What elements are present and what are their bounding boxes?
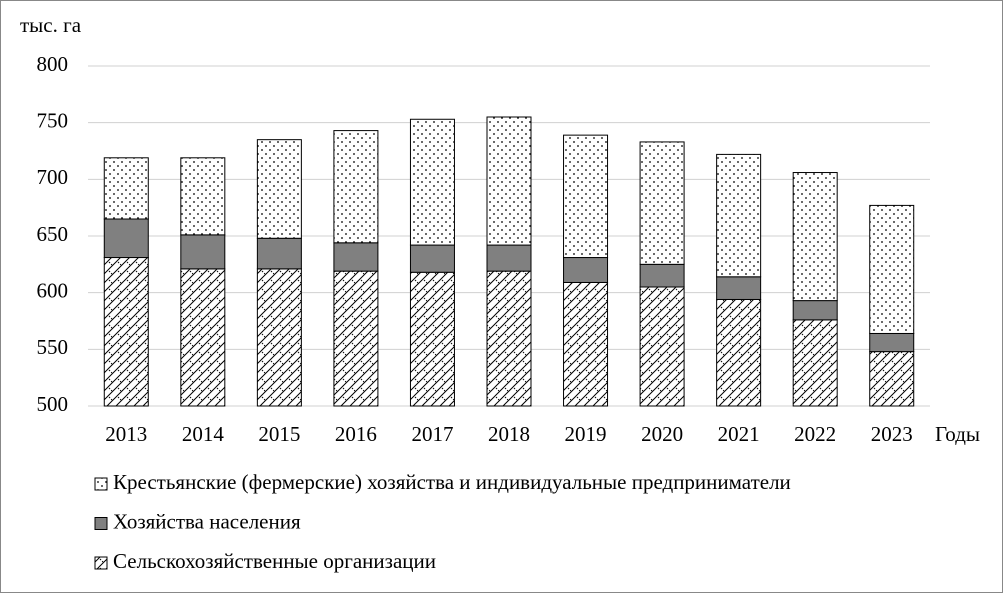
y-tick-label: 800 [37, 52, 69, 76]
bar-segment [716, 298, 762, 407]
bar-segment [486, 116, 532, 246]
bar-segment [333, 242, 379, 272]
bar-segment [256, 237, 302, 270]
y-tick-label: 500 [37, 392, 69, 416]
bar-segment [409, 271, 455, 407]
legend-swatch [94, 517, 108, 530]
bar-segment [180, 268, 226, 407]
x-tick-label: 2014 [182, 422, 225, 446]
bar-segment [563, 134, 609, 259]
legend-swatch [94, 556, 108, 570]
bar-segment [409, 118, 455, 246]
bar-segment [639, 286, 685, 407]
bar-segment [409, 244, 455, 273]
bar-segment [256, 268, 302, 407]
x-tick-label: 2018 [488, 422, 530, 446]
bar-segment [486, 244, 532, 272]
y-axis-label: тыс. га [20, 13, 82, 37]
x-axis-label: Годы [935, 422, 980, 446]
x-tick-label: 2016 [335, 422, 377, 446]
bar-segment [333, 270, 379, 407]
bar-segment [103, 157, 149, 220]
x-tick-label: 2013 [105, 422, 147, 446]
legend-label: Крестьянские (фермерские) хозяйства и ин… [113, 470, 791, 494]
legend-label: Сельскохозяйственные организации [113, 549, 436, 573]
bar-segment [639, 263, 685, 288]
bar-segment [869, 351, 915, 407]
bar-segment [563, 257, 609, 283]
legend-swatch [94, 477, 108, 491]
x-tick-label: 2023 [871, 422, 913, 446]
legend-label: Хозяйства населения [113, 509, 301, 533]
x-tick-label: 2020 [641, 422, 683, 446]
x-tick-label: 2017 [411, 422, 453, 446]
x-tick-label: 2019 [565, 422, 607, 446]
y-tick-label: 550 [37, 335, 69, 359]
bar-segment [792, 300, 838, 321]
bar-segment [869, 332, 915, 353]
y-tick-label: 650 [37, 222, 69, 246]
bar-segment [792, 319, 838, 407]
bar-segment [869, 204, 915, 334]
bar-segment [716, 276, 762, 300]
y-tick-label: 700 [37, 165, 69, 189]
bar-segment [563, 281, 609, 407]
bar-segment [103, 218, 149, 259]
bar-segment [716, 153, 762, 278]
bar-segment [639, 141, 685, 265]
bar-segment [333, 130, 379, 244]
bar-segment [103, 257, 149, 407]
x-tick-label: 2021 [718, 422, 760, 446]
x-tick-label: 2015 [258, 422, 300, 446]
y-tick-label: 600 [37, 278, 69, 302]
y-tick-label: 750 [37, 108, 69, 132]
bar-segment [180, 234, 226, 270]
bar-segment [256, 139, 302, 239]
bar-segment [792, 172, 838, 302]
bar-segment [486, 270, 532, 407]
x-tick-label: 2022 [794, 422, 836, 446]
bar-segment [180, 157, 226, 236]
